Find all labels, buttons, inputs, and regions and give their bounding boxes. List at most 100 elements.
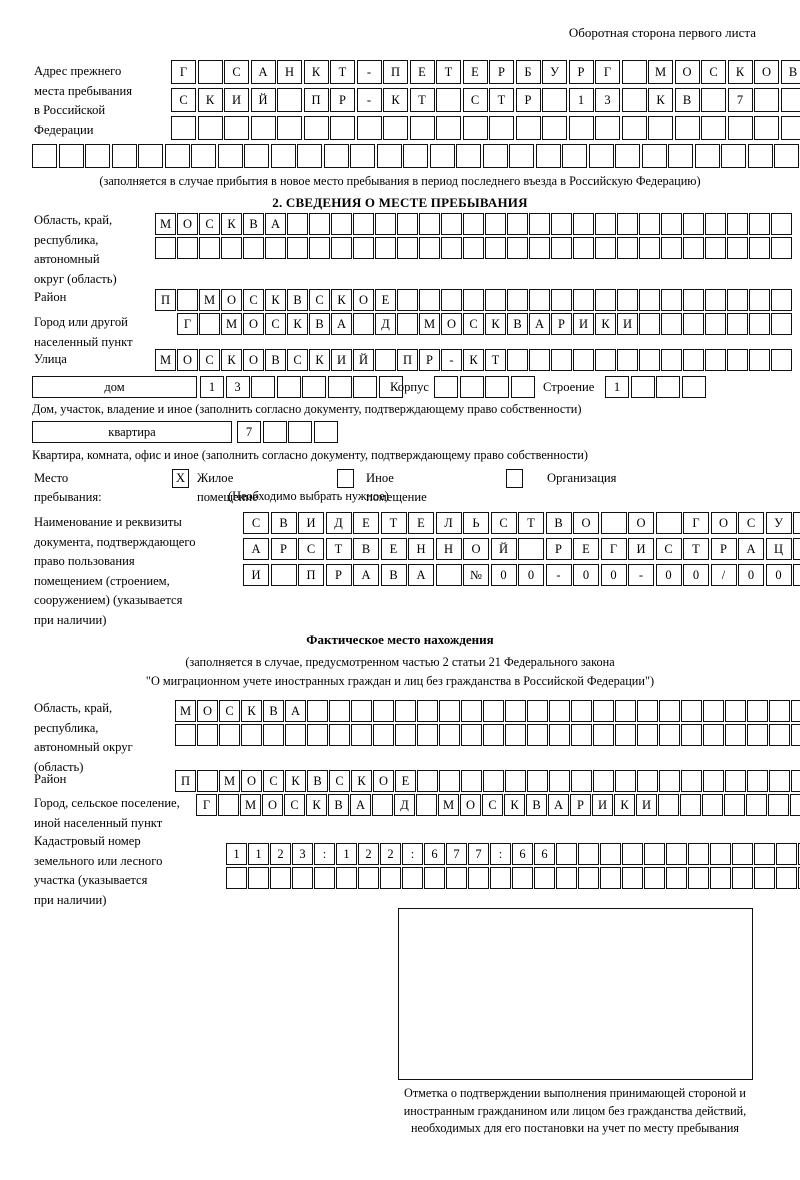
prev-address-r4-cell-14[interactable]	[376, 144, 402, 168]
section2-district-cell-7[interactable]: В	[287, 289, 308, 311]
actual-city-cell-28[interactable]	[790, 794, 800, 816]
prev-address-r1-cell-16[interactable]: Р	[568, 60, 594, 84]
cadastral-r1-cell-18[interactable]	[600, 843, 621, 865]
house-cell-6[interactable]	[327, 376, 352, 398]
prev-address-r3-cell-15[interactable]	[542, 116, 567, 140]
document-row-1[interactable]: СВИДЕТЕЛЬСТВООГОСУД	[243, 512, 800, 534]
section2-city-cell-16[interactable]: В	[507, 313, 528, 335]
actual-region-r2-cell-25[interactable]	[703, 724, 724, 746]
document-r3-cell-9[interactable]: №	[463, 564, 489, 586]
actual-city-cell-14[interactable]: С	[482, 794, 503, 816]
document-r3-cell-19[interactable]: 0	[738, 564, 764, 586]
cadastral-r2-cell-26[interactable]	[776, 867, 797, 889]
document-r3-cell-5[interactable]: А	[353, 564, 379, 586]
actual-district-cell-3[interactable]: М	[219, 770, 240, 792]
actual-city-cell-24[interactable]	[702, 794, 723, 816]
actual-region-r2-cell-16[interactable]	[505, 724, 526, 746]
document-r3-cell-11[interactable]: 0	[518, 564, 544, 586]
section2-street-cell-28[interactable]	[749, 349, 770, 371]
cadastral-r1-cell-2[interactable]: 1	[248, 843, 269, 865]
prev-address-r4-cell-5[interactable]	[138, 144, 163, 168]
section2-region-r1-cell-5[interactable]: В	[243, 213, 264, 235]
section2-region-r1-cell-26[interactable]	[705, 213, 726, 235]
actual-district-cell-17[interactable]	[527, 770, 548, 792]
cadastral-row-2[interactable]	[226, 867, 800, 889]
section2-city-cell-7[interactable]: В	[309, 313, 330, 335]
document-r3-cell-3[interactable]: П	[298, 564, 324, 586]
house-cell-8[interactable]	[378, 376, 403, 398]
section2-street-cell-19[interactable]	[551, 349, 572, 371]
section2-region-r1-cell-28[interactable]	[749, 213, 770, 235]
cadastral-r2-cell-2[interactable]	[248, 867, 269, 889]
section2-district-cell-20[interactable]	[573, 289, 594, 311]
section2-city-cell-12[interactable]: М	[419, 313, 440, 335]
prev-address-r1-cell-13[interactable]: Р	[489, 60, 514, 84]
actual-region-r1-cell-2[interactable]: О	[197, 700, 218, 722]
prev-address-r1-cell-14[interactable]: Б	[515, 60, 541, 84]
section2-region-r2-cell-14[interactable]	[441, 237, 462, 259]
actual-region-r2-cell-18[interactable]	[549, 724, 570, 746]
actual-district-cell-10[interactable]: О	[373, 770, 394, 792]
flat-cell-3[interactable]	[288, 421, 312, 443]
section2-city-cell-14[interactable]: С	[463, 313, 484, 335]
cadastral-r2-cell-7[interactable]	[358, 867, 379, 889]
actual-region-r2-cell-17[interactable]	[527, 724, 548, 746]
section2-region-r1-cell-19[interactable]	[551, 213, 572, 235]
prev-address-r3-cell-13[interactable]	[489, 116, 514, 140]
prev-address-r4-cell-24[interactable]	[641, 144, 667, 168]
document-r1-cell-17[interactable]: Г	[683, 512, 709, 534]
cadastral-r2-cell-20[interactable]	[644, 867, 665, 889]
section2-city-cell-9[interactable]	[353, 313, 374, 335]
stay-type-checkbox-other[interactable]	[337, 469, 354, 488]
prev-address-r4-cell-16[interactable]	[429, 144, 455, 168]
actual-district-cell-11[interactable]: Е	[395, 770, 416, 792]
section2-region-r1-cell-10[interactable]	[353, 213, 374, 235]
section2-region-r2-cell-24[interactable]	[661, 237, 682, 259]
prev-address-r3-cell-12[interactable]	[462, 116, 488, 140]
cadastral-r2-cell-1[interactable]	[226, 867, 247, 889]
cadastral-r1-cell-19[interactable]	[622, 843, 643, 865]
actual-city-cell-16[interactable]: В	[526, 794, 547, 816]
section2-district-cell-29[interactable]	[771, 289, 792, 311]
actual-district-cell-13[interactable]	[439, 770, 460, 792]
section2-region-r1-cell-20[interactable]	[573, 213, 594, 235]
prev-address-r3-cell-24[interactable]	[780, 116, 800, 140]
section2-region-r1-cell-4[interactable]: К	[221, 213, 242, 235]
cadastral-r2-cell-23[interactable]	[710, 867, 731, 889]
prev-address-r4-cell-15[interactable]	[403, 144, 428, 168]
section2-district-cell-19[interactable]	[551, 289, 572, 311]
cadastral-r2-cell-16[interactable]	[556, 867, 577, 889]
actual-city-cell-1[interactable]: Г	[196, 794, 217, 816]
document-r1-cell-13[interactable]: О	[573, 512, 599, 534]
actual-district-cell-28[interactable]	[769, 770, 790, 792]
korpus-cell-1[interactable]	[434, 376, 458, 398]
actual-region-r1-cell-26[interactable]	[725, 700, 746, 722]
prev-address-r4-cell-25[interactable]	[668, 144, 693, 168]
section2-street-cell-18[interactable]	[529, 349, 550, 371]
section2-street-cell-3[interactable]: С	[199, 349, 220, 371]
document-r2-cell-4[interactable]: Т	[325, 538, 352, 560]
prev-address-r2-cell-7[interactable]: Р	[330, 88, 355, 112]
cadastral-r2-cell-18[interactable]	[600, 867, 621, 889]
flat-number-cells[interactable]: 7	[237, 421, 339, 443]
section2-street-cell-9[interactable]: И	[331, 349, 352, 371]
actual-district-cell-9[interactable]: К	[351, 770, 372, 792]
prev-address-r2-cell-9[interactable]: К	[383, 88, 408, 112]
document-r2-cell-18[interactable]: Р	[710, 538, 737, 560]
section2-city-cell-2[interactable]	[199, 313, 220, 335]
actual-region-r2-cell-28[interactable]	[769, 724, 790, 746]
actual-district-cell-2[interactable]	[197, 770, 218, 792]
section2-region-r1-cell-23[interactable]	[639, 213, 660, 235]
prev-address-r3-cell-8[interactable]	[356, 116, 382, 140]
document-r2-cell-1[interactable]: А	[243, 538, 269, 560]
prev-address-r1-cell-7[interactable]: Т	[330, 60, 355, 84]
section2-city-cell-5[interactable]: С	[265, 313, 286, 335]
cadastral-r2-cell-21[interactable]	[666, 867, 687, 889]
actual-district-cell-16[interactable]	[505, 770, 526, 792]
cadastral-r2-cell-13[interactable]	[490, 867, 511, 889]
section2-region-r1-cell-27[interactable]	[727, 213, 748, 235]
prev-address-r1-cell-6[interactable]: К	[303, 60, 329, 84]
